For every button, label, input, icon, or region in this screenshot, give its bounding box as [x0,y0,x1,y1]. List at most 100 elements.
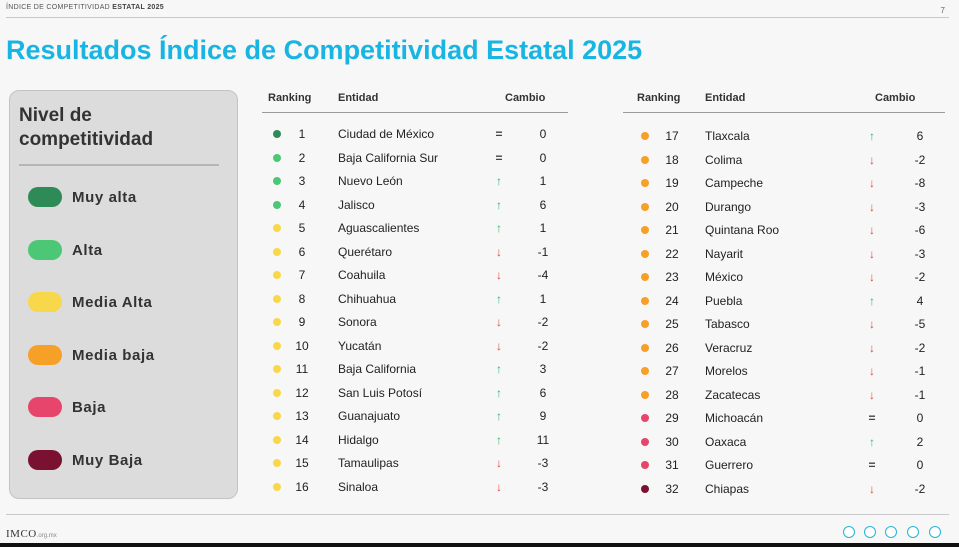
level-dot [273,294,281,303]
rank-cell: 25 [665,317,679,331]
youtube-icon[interactable] [907,526,919,538]
cambio-cell: -2 [537,338,549,353]
entidad-cell: Querétaro [338,244,393,259]
table-row: 16 Sinaloa ↓ -3 [0,480,959,494]
cambio-cell: 9 [539,409,547,423]
table-row: 12 San Luis Potosí ↑ 6 [0,386,959,400]
cambio-cell: 2 [916,434,924,449]
cambio-cell: -1 [537,244,549,259]
entidad-cell: Baja California [338,362,417,376]
level-dot [273,224,281,232]
legend-item: Alta [28,240,103,260]
table-row: 29 Michoacán = 0 [0,411,959,425]
cambio-cell: 0 [916,411,924,425]
legend-label: Media baja [72,346,155,364]
level-dot [641,484,649,493]
table-row: 2 Baja California Sur = 0 [0,151,959,165]
linkedin-icon[interactable] [929,526,941,538]
table-row: 19 Campeche ↓ -8 [0,176,959,190]
rank-cell: 1 [298,127,306,141]
bottom-strip [0,543,959,547]
arrow-down-icon: ↓ [869,387,875,402]
entidad-cell: Ciudad de México [338,127,435,141]
arrow-down-icon: ↓ [869,176,875,190]
rank-cell: 24 [665,293,679,308]
table-row: 28 Zacatecas ↓ -1 [0,388,959,402]
entidad-cell: Oaxaca [705,434,747,449]
equal-icon: = [868,458,876,472]
table-row: 32 Chiapas ↓ -2 [0,482,959,496]
cambio-cell: -8 [914,176,926,190]
entidad-cell: Aguascalientes [338,221,420,235]
level-dot [641,202,649,211]
rank-cell: 16 [295,479,309,494]
arrow-up-icon: ↑ [496,432,502,447]
twitter-icon[interactable] [843,526,855,538]
table-row: 25 Tabasco ↓ -5 [0,317,959,331]
entidad-cell: San Luis Potosí [338,385,423,400]
entidad-cell: Baja California Sur [338,150,439,165]
facebook-icon[interactable] [864,526,876,538]
table-row: 14 Hidalgo ↑ 11 [0,433,959,447]
cambio-cell: -1 [914,387,926,402]
header-entidad-left: Entidad [338,92,379,104]
level-dot [273,365,281,373]
legend-divider [19,164,219,166]
rank-cell: 18 [665,152,679,167]
table-row: 1 Ciudad de México = 0 [0,127,959,141]
entidad-cell: Nuevo León [338,174,403,188]
footer-divider [6,514,949,515]
table-row: 23 México ↓ -2 [0,270,959,284]
legend-item: Muy alta [28,187,137,207]
table-row: 13 Guanajuato ↑ 9 [0,409,959,423]
cambio-cell: -3 [914,246,926,261]
arrow-down-icon: ↓ [496,456,502,470]
entidad-cell: Quintana Roo [705,223,780,237]
cambio-cell: 0 [916,458,924,472]
rank-cell: 15 [295,456,309,470]
entidad-cell: Morelos [705,364,748,378]
page-number: 7 [940,6,945,15]
entidad-cell: Coahuila [338,268,386,282]
arrow-down-icon: ↓ [869,317,875,331]
rank-cell: 8 [298,291,306,306]
level-dot [641,414,649,422]
entidad-cell: Colima [705,152,743,167]
rank-cell: 12 [295,385,309,400]
legend-swatch [28,292,62,312]
legend-label: Muy Baja [72,451,143,469]
rank-cell: 21 [665,223,679,237]
level-dot [641,179,649,187]
arrow-up-icon: ↑ [869,434,875,449]
header-cambio-right: Cambio [875,92,916,104]
level-dot [273,200,281,209]
rank-cell: 31 [665,458,679,472]
legend-item: Media baja [28,345,155,365]
level-dot [273,247,281,256]
entidad-cell: Chihuahua [338,291,397,306]
cambio-cell: -3 [914,199,926,214]
cambio-cell: -3 [537,479,549,494]
rank-cell: 27 [665,364,679,378]
arrow-down-icon: ↓ [496,315,502,329]
level-dot [273,177,281,185]
legend-swatch [28,240,62,260]
instagram-icon[interactable] [885,526,897,538]
arrow-up-icon: ↑ [496,385,502,400]
legend-swatch [28,187,62,207]
level-dot [641,343,649,352]
arrow-up-icon: ↑ [496,174,502,188]
arrow-down-icon: ↓ [869,223,875,237]
cambio-cell: -4 [537,268,549,282]
rank-cell: 19 [665,176,679,190]
table-row: 18 Colima ↓ -2 [0,153,959,167]
imco-logo: IMCO.org.mx [6,528,57,540]
table-row: 24 Puebla ↑ 4 [0,294,959,308]
arrow-down-icon: ↓ [496,479,502,494]
rank-cell: 30 [665,434,679,449]
rank-cell: 14 [295,432,309,447]
level-dot [273,271,281,279]
table-row: 10 Yucatán ↓ -2 [0,339,959,353]
table-row: 30 Oaxaca ↑ 2 [0,435,959,449]
entidad-cell: Nayarit [705,246,744,261]
